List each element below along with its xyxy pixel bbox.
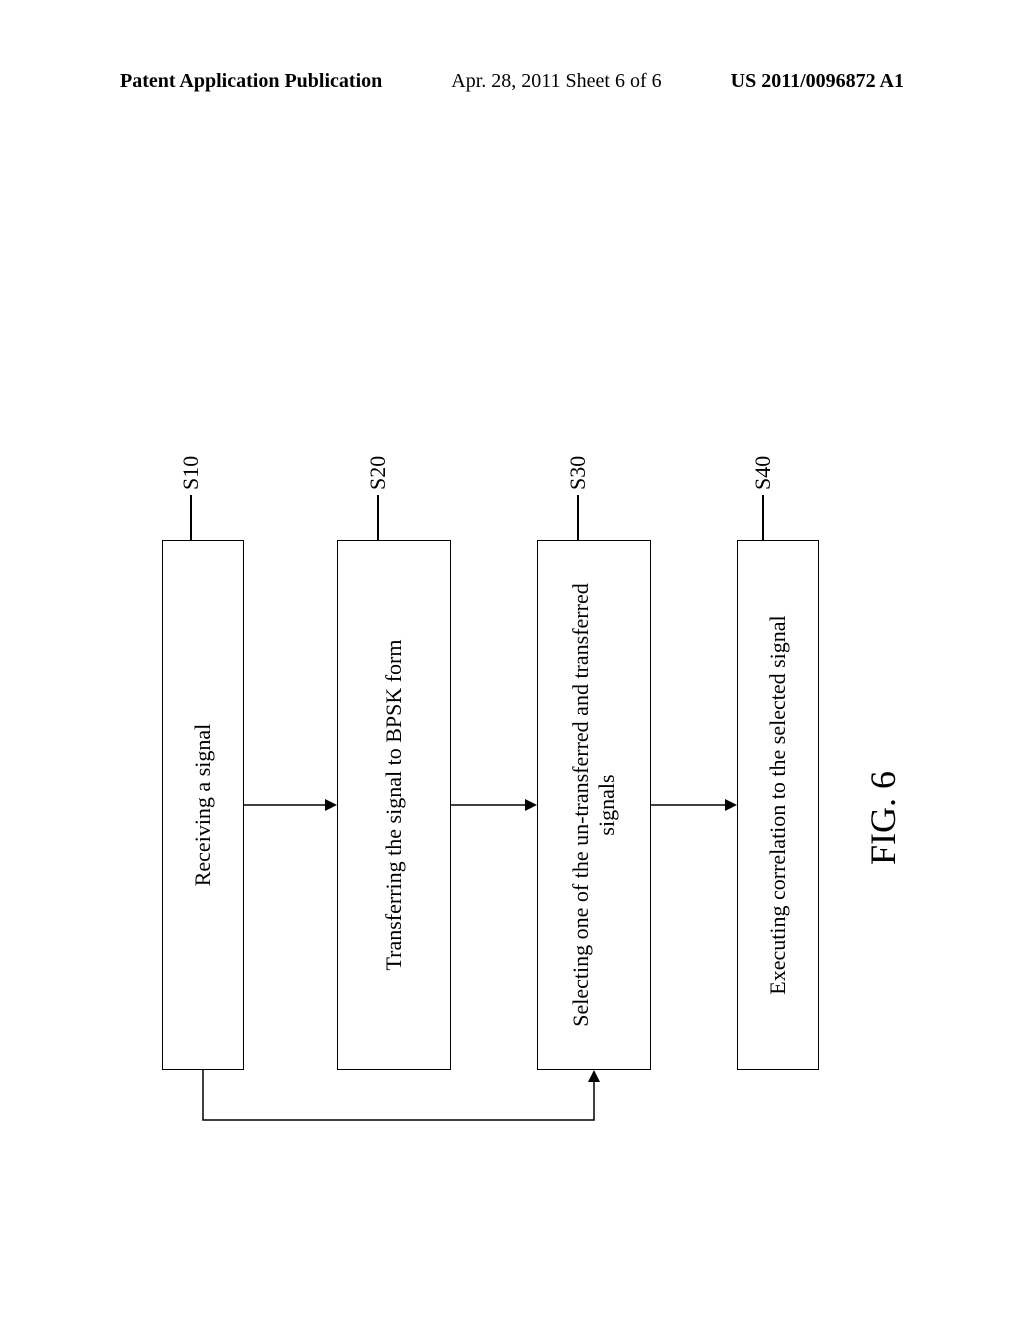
header-right: US 2011/0096872 A1 — [731, 70, 904, 93]
arrow-bypass-s10-s30 — [162, 410, 862, 1110]
header-left: Patent Application Publication — [120, 70, 382, 93]
figure-label: FIG. 6 — [862, 771, 904, 865]
header-center: Apr. 28, 2011 Sheet 6 of 6 — [451, 70, 661, 93]
flowchart-diagram: Receiving a signal S10 Transferring the … — [162, 210, 862, 1110]
page-header: Patent Application Publication Apr. 28, … — [0, 70, 1024, 93]
